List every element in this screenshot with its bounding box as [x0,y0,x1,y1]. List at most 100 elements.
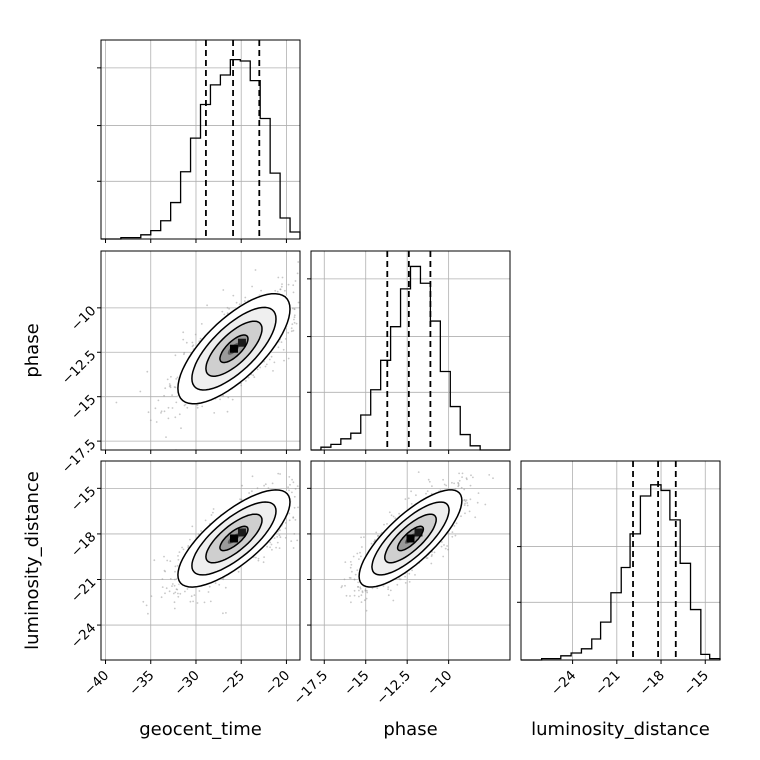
sample-point [273,537,276,539]
sample-point [343,578,346,581]
sample-point [157,399,160,402]
x-axis-label-geocent_time: geocent_time [139,719,262,740]
sample-point [256,368,259,371]
sample-point [232,294,235,297]
sample-point [358,589,360,592]
sample-point [426,557,429,559]
sample-point [407,497,410,500]
histogram-luminosity_distance [521,484,721,661]
sample-point [363,536,365,538]
sample-point [284,527,287,530]
sample-point [360,594,363,597]
sample-point [262,561,265,564]
sample-point [455,522,458,525]
sample-point [317,482,319,484]
sample-point [254,269,257,271]
y-axis-label-luminosity_distance: luminosity_distance [22,471,43,650]
sample-point [200,323,203,325]
contour-1.5sigma-geocent_time-luminosity_distance [191,501,277,576]
sample-point [386,523,388,525]
sample-point [287,331,290,334]
sample-point [410,503,413,505]
sample-point [257,557,260,560]
sample-point [287,283,290,286]
sample-point [374,539,376,541]
sample-point [281,276,284,279]
density-peak-2-phase-luminosity_distance [414,528,423,537]
sample-point [359,586,362,589]
xtick-label-geocent_time-4: −20 [262,668,293,699]
sample-point [270,355,273,358]
sample-point [276,536,279,538]
sample-point [139,390,142,393]
sample-point [226,410,229,413]
sample-point [198,590,201,592]
sample-point [361,591,364,594]
sample-point [147,411,150,414]
sample-point [173,584,176,587]
sample-point [186,588,189,590]
sample-point [182,548,185,551]
sample-point [382,585,385,587]
sample-point [390,514,393,517]
sample-point [291,478,293,481]
sample-point [161,578,164,580]
sample-point [383,523,385,526]
sample-point [277,346,280,349]
sample-point [173,386,176,388]
sample-point [442,555,445,558]
sample-point [293,316,296,319]
sample-point [365,597,368,600]
sample-point [464,512,466,515]
sample-point [411,569,413,572]
sample-point [163,410,166,413]
sample-point [344,584,346,587]
sample-point [161,586,164,588]
xtick-label-luminosity_distance-0: −24 [548,668,579,699]
sample-point [187,545,190,547]
contour-0.5sigma-geocent_time-luminosity_distance [219,525,249,552]
sample-point [212,508,215,510]
contour-0.5sigma-phase-luminosity_distance [396,525,425,552]
sample-point [238,303,241,306]
sample-point [410,490,412,493]
sample-point [190,595,193,598]
sample-point [488,474,491,476]
sample-point [164,387,167,390]
sample-point [175,588,178,590]
sample-point [293,318,295,321]
sample-point [296,485,299,487]
sample-point [206,304,209,307]
sample-point [353,578,356,581]
ytick-label-phase-2: −12.5 [59,347,100,388]
sample-point [160,410,163,413]
sample-point [284,522,287,524]
sample-point [430,555,433,558]
sample-point [348,576,351,579]
sample-point [271,548,273,551]
density-peak-2-geocent_time-phase [237,338,246,347]
sample-point [499,455,501,457]
sample-point [408,581,411,583]
sample-point [353,589,356,592]
sample-point [204,519,207,522]
sample-point [200,530,203,532]
sample-point [293,506,296,509]
sample-point [296,272,299,275]
sample-point [214,582,217,584]
sample-point [279,536,282,539]
sample-point [178,551,181,553]
sample-point [237,570,240,573]
sample-point [169,560,172,562]
sample-point [280,341,283,343]
sample-point [302,320,304,322]
sample-point [360,555,362,558]
sample-point [280,285,283,288]
xtick-label-luminosity_distance-2: −18 [636,668,667,699]
xtick-label-geocent_time-0: −40 [81,668,112,699]
sample-point [240,384,243,387]
sample-point [147,612,149,615]
ytick-label-luminosity_distance-0: −24 [68,620,99,651]
sample-point [160,412,162,414]
